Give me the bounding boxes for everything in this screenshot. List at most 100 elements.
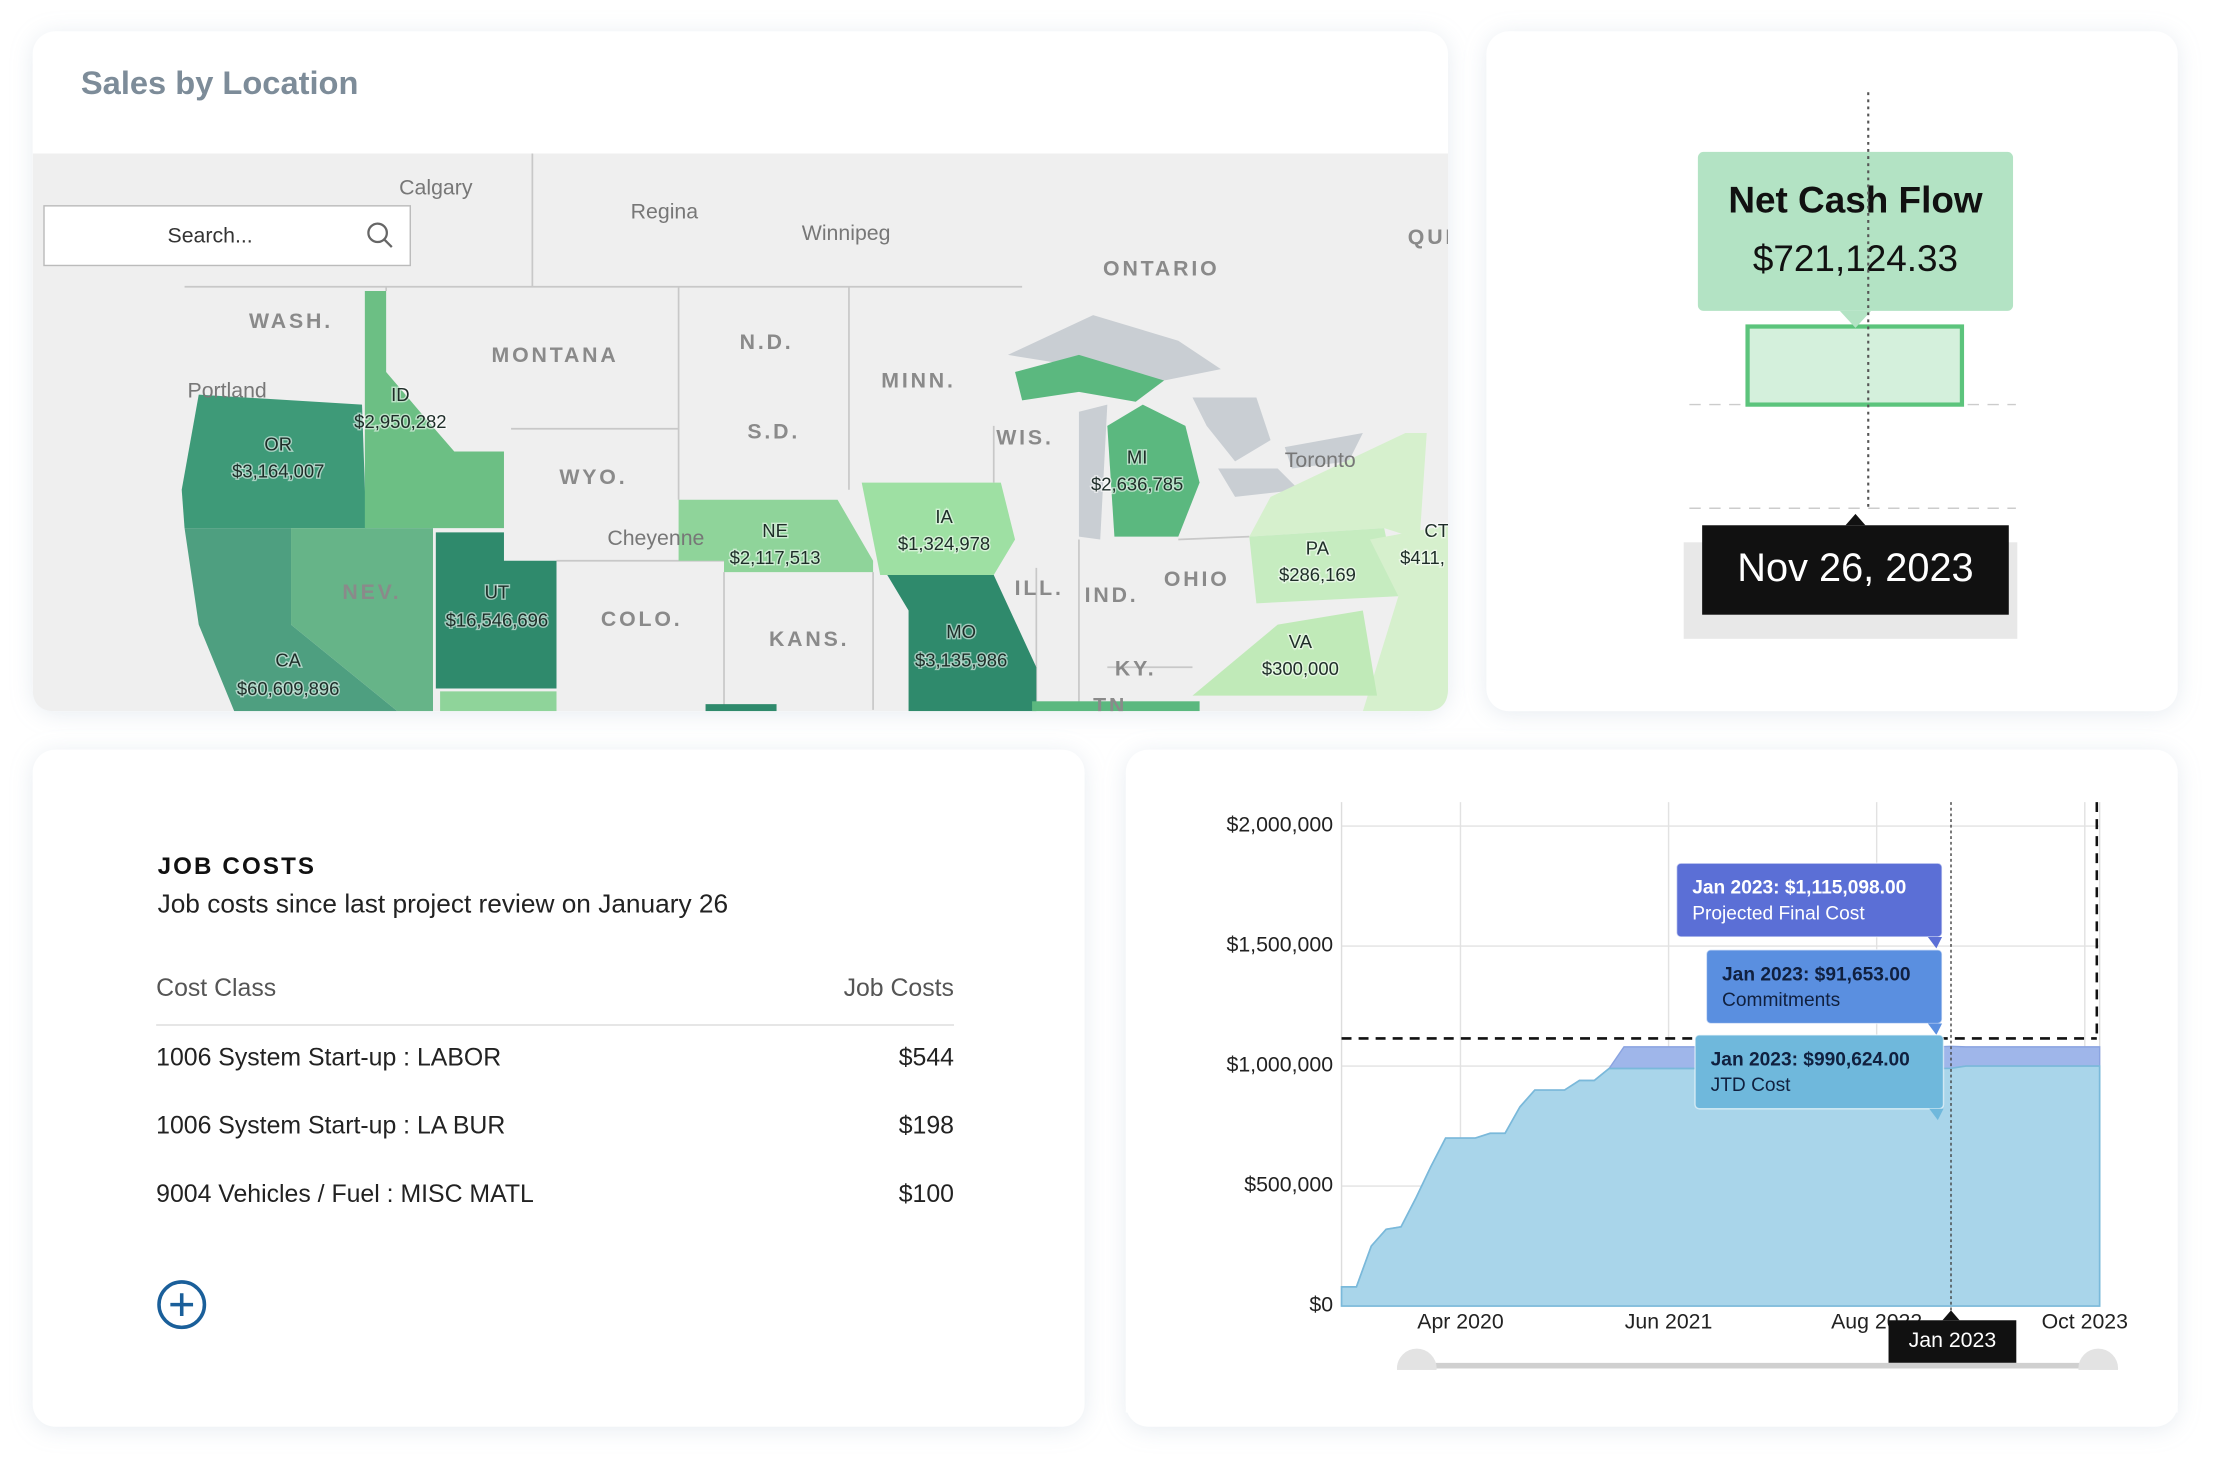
cash-value: $721,124.33 (1753, 238, 1958, 279)
region-sales: $3,164,007 (232, 461, 324, 482)
search-placeholder: Search... (168, 224, 253, 248)
date-pointer (1845, 513, 1866, 526)
tooltip-label: Jan 2023: $91,653.00 (1722, 964, 1911, 985)
region-labels: ID $2,950,282 OR $3,164,007 MI $2,636,78… (231, 383, 1448, 701)
cash-title: Net Cash Flow (1728, 180, 1983, 221)
region-code: UT (485, 581, 510, 602)
cash-bar[interactable] (1745, 324, 1965, 407)
slider-mask (1125, 1369, 2178, 1413)
region-sales: $1,324,978 (898, 533, 990, 554)
region-sales: $2,636,785 (1091, 473, 1183, 494)
x-tick-label: Apr 2020 (1417, 1310, 1503, 1334)
region-id (364, 291, 504, 529)
cursor-label-box (1888, 1320, 2017, 1363)
place: S.D. (747, 420, 800, 444)
column-header: Job Costs (844, 975, 954, 1002)
search-icon-handle (383, 239, 393, 248)
y-tick-label: $1,000,000 (1227, 1053, 1334, 1077)
tooltip-pointer (1927, 936, 1943, 949)
tooltip (1694, 1034, 1945, 1110)
cursor-label-pointer (1942, 1310, 1960, 1321)
region-sales: $60,609,896 (237, 678, 340, 699)
column-header: Cost Class (156, 975, 276, 1002)
search-field[interactable] (43, 205, 411, 267)
cell: 1006 System Start-up : LA BUR (156, 1113, 505, 1140)
region-sales: $411, (1400, 547, 1445, 568)
cash-tooltip (1697, 151, 2014, 311)
x-tick-label: Jun 2021 (1625, 1310, 1713, 1334)
region-sales: $2,950,282 (354, 411, 446, 432)
region-sales: $16,546,696 (446, 610, 549, 631)
y-tick-label: $2,000,000 (1227, 813, 1334, 837)
tooltip-pointer (1839, 310, 1872, 328)
cursor-label: Jan 2023 (1909, 1328, 1997, 1352)
place: WASH. (249, 309, 333, 333)
cash-flow: Net Cash Flow $721,124.33 Nov 26, 2023 (1683, 92, 2018, 639)
tooltip-label: Jan 2023: $990,624.00 (1711, 1050, 1910, 1071)
cell: $100 (899, 1181, 954, 1208)
search-icon[interactable] (367, 222, 388, 244)
region-east (1362, 525, 1449, 712)
cell: $544 (899, 1045, 954, 1072)
place: ILL. (1015, 576, 1064, 600)
place: TN (1093, 694, 1127, 718)
y-tick-label: $0 (1309, 1293, 1333, 1317)
cell: 9004 Vehicles / Fuel : MISC MATL (156, 1181, 534, 1208)
tooltip-label: Jan 2023: $1,115,098.00 (1692, 878, 1906, 899)
region-ia (861, 482, 1016, 575)
region-code: NE (762, 520, 788, 541)
place: KANS. (769, 627, 849, 651)
cell: 1006 System Start-up : LABOR (156, 1045, 501, 1072)
job-title: JOB COSTS (158, 853, 317, 880)
region-code: IA (935, 506, 953, 527)
add-circle[interactable] (157, 1280, 207, 1330)
place: QUI (1408, 225, 1454, 249)
tooltip-pointer (1927, 1023, 1943, 1035)
place: N.D. (740, 330, 794, 354)
place: WIS. (996, 425, 1053, 449)
place-labels: Calgary Regina Winnipeg ONTARIO QUI WASH… (188, 175, 1454, 718)
place: NEV. (342, 580, 401, 604)
region-code: MO (946, 621, 976, 642)
region-pa (1249, 528, 1399, 604)
region-ne (678, 499, 874, 573)
add-plus (170, 1293, 194, 1317)
place: Winnipeg (802, 221, 891, 245)
regions (181, 291, 1449, 712)
place: MONTANA (492, 343, 619, 367)
region-ny (1249, 432, 1427, 540)
place: KY. (1115, 657, 1157, 681)
date-box (1702, 525, 2009, 615)
search-box[interactable]: Search... (43, 205, 411, 267)
region-code: OR (264, 434, 292, 455)
region-ut (435, 532, 557, 689)
job-card (32, 749, 1085, 1427)
job-costs: JOB COSTS Job costs since last project r… (156, 853, 954, 1330)
y-tick-label: $500,000 (1244, 1173, 1333, 1197)
tooltip-name: Projected Final Cost (1692, 903, 1865, 924)
place: COLO. (601, 607, 683, 631)
place: Toronto (1285, 448, 1356, 472)
place: OHIO (1164, 567, 1230, 591)
cost-chart: $0 $500,000 $1,000,000 $1,500,000 $2,000,000… (1125, 802, 2178, 1413)
tooltip-name: Commitments (1722, 990, 1840, 1011)
region-ca (184, 528, 398, 712)
x-tick-label: Oct 2023 (2042, 1310, 2128, 1334)
map-title: Sales by Location (81, 64, 359, 101)
cell: $198 (899, 1113, 954, 1140)
region-sales: $300,000 (1262, 658, 1339, 679)
region-code: PA (1306, 537, 1330, 558)
region-az (440, 691, 557, 712)
place: MINN. (881, 369, 956, 393)
region-va (1192, 610, 1378, 696)
region-or (181, 394, 367, 529)
add-button[interactable] (157, 1280, 207, 1330)
region-mo (887, 574, 1037, 712)
region-code: CA (275, 649, 301, 670)
job-subtitle: Job costs since last project review on J… (158, 889, 729, 919)
lakes (1007, 315, 1363, 540)
region-mi (1107, 404, 1200, 537)
place: IND. (1085, 583, 1139, 607)
